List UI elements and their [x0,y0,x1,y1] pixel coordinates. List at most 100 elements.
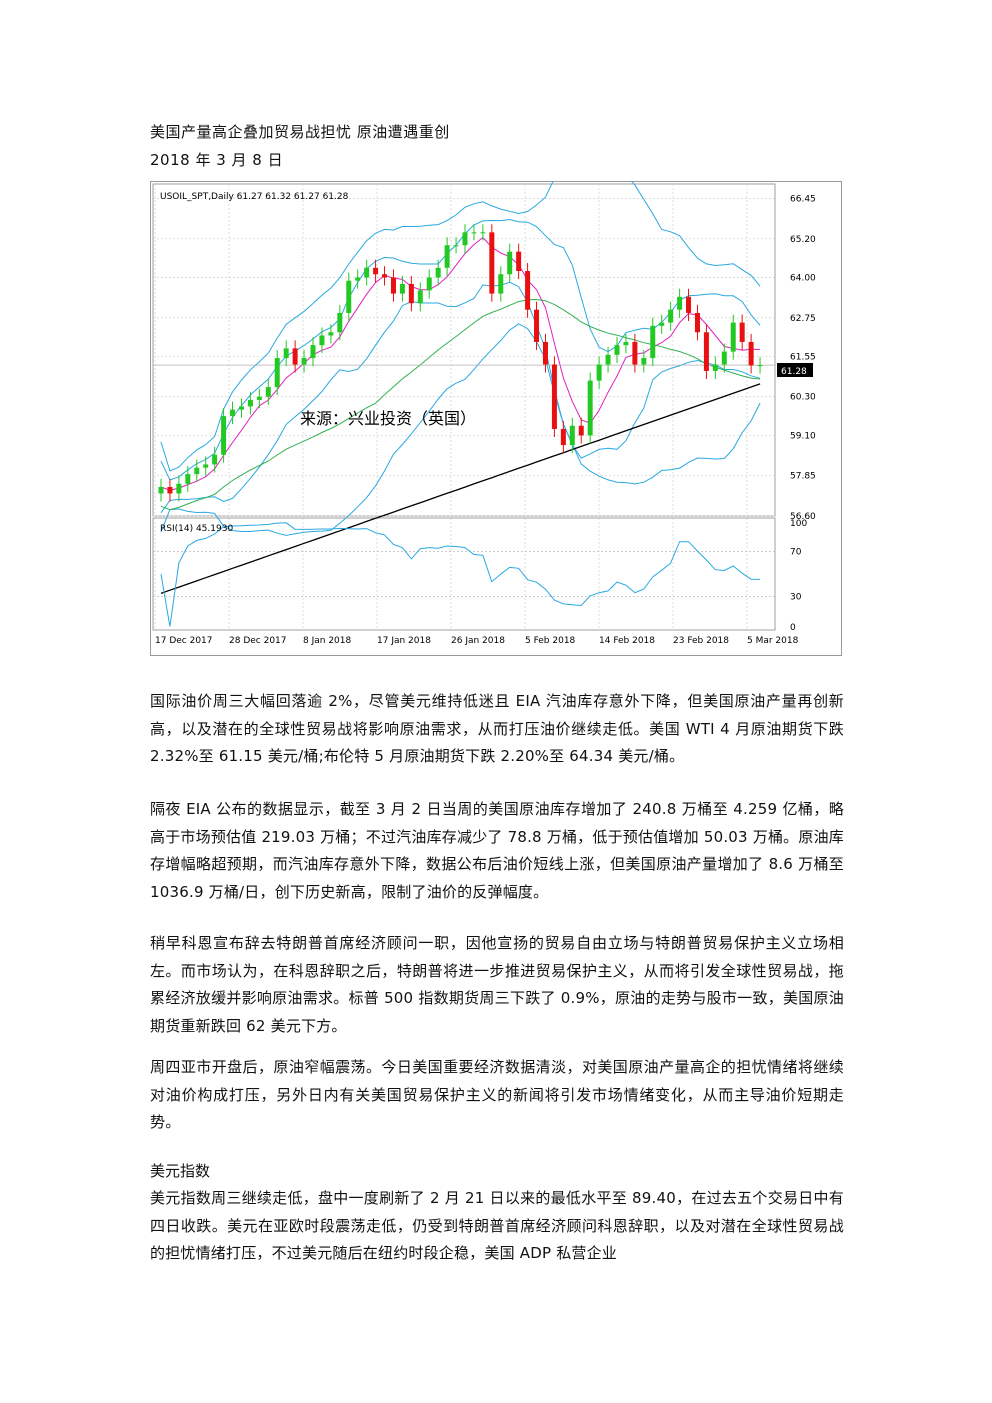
candle-body [641,358,647,365]
price-tick-label: 61.55 [790,352,816,362]
watermark: 来源：兴业投资（英国） [300,409,476,428]
candle-body [301,358,307,365]
section-paragraph: 美元指数周三继续走低，盘中一度刷新了 2 月 21 日以来的最低水平至 89.4… [150,1189,844,1262]
date-tick-label: 17 Dec 2017 [155,636,213,646]
paragraph-3: 稍早科恩宣布辞去特朗普首席经济顾问一职，因他宣扬的贸易自由立场与特朗普贸易保护主… [150,934,844,1035]
candle-body [238,406,244,410]
candle-body [230,409,236,417]
paragraph-2: 隔夜 EIA 公布的数据显示，截至 3 月 2 日当周的美国原油库存增加了 24… [150,800,844,901]
candle-body [534,309,540,342]
candle-body [560,428,566,446]
rsi-tick-label: 0 [790,623,796,633]
candle-body [408,283,414,304]
price-tick-label: 66.45 [790,195,816,205]
candle-body [578,425,584,436]
candle-body [757,365,763,367]
article-date: 2018 年 3 月 8 日 [150,151,284,169]
candle-body [587,380,593,436]
date-tick-label: 28 Dec 2017 [229,636,287,646]
candle-body [551,364,557,429]
candle-body [542,341,548,365]
rsi-tick-label: 70 [790,548,802,558]
candle-body [712,364,718,371]
candle-body [364,267,370,278]
date-tick-label: 23 Feb 2018 [673,636,729,646]
candle-body [525,271,531,310]
candle-body [256,396,262,400]
candle-body [355,277,361,281]
rsi-path [160,522,761,627]
candle-body [632,341,638,365]
candle-body [185,474,191,484]
rsi-axis: 100 70 30 0 [790,519,807,633]
candlesticks [158,224,763,502]
candle-body [203,464,209,468]
price-tick-label: 65.20 [790,235,816,245]
lower-band-outer [160,323,761,536]
rsi-tick-label: 100 [790,519,807,529]
candle-body [328,332,334,336]
candle-body [677,296,683,310]
candle-body [471,232,477,234]
candle-body [721,351,727,365]
candle-body [623,341,629,346]
candle-body [221,416,227,455]
symbol-label: USOIL_SPT,Daily 61.27 61.32 61.27 61.28 [160,192,349,202]
chart-grid [153,184,775,630]
rsi-tick-label: 30 [790,592,802,602]
candle-body [292,348,298,365]
candle-body [748,341,754,366]
date-tick-label: 8 Jan 2018 [303,636,351,646]
candle-body [274,358,280,388]
candle-body [382,274,388,278]
candle-body [444,245,450,268]
date-tick-label: 5 Feb 2018 [525,636,576,646]
upper-band-outer [160,181,761,472]
ma-long [160,383,761,595]
candle-body [498,274,504,294]
candle-body [686,296,692,313]
candle-body [605,354,611,365]
candle-body [453,245,459,247]
candle-body [668,309,674,323]
candle-body [659,322,665,326]
candle-body [569,425,575,446]
date-tick-label: 5 Mar 2018 [747,636,799,646]
rsi-pane [152,517,776,631]
price-tick-label: 56.60 [790,512,816,522]
candle-body [346,280,352,313]
candle-body [435,267,441,278]
date-tick-label: 14 Feb 2018 [599,636,655,646]
candle-body [337,312,343,333]
candle-body [480,232,486,234]
rsi-label: RSI(14) 45.1930 [160,524,233,534]
candle-body [489,232,495,294]
candle-body [462,232,468,246]
price-tick-label: 60.30 [790,393,816,403]
candle-body [730,322,736,352]
candle-body [212,454,218,465]
paragraph-4: 周四亚市开盘后，原油窄幅震荡。今日美国重要经济数据清淡，对美国原油产量高企的担忧… [150,1058,844,1131]
price-tick-label: 64.00 [790,273,816,283]
date-tick-label: 17 Jan 2018 [377,636,431,646]
candle-body [399,283,405,294]
candle-body [194,467,200,475]
candle-body [310,345,316,359]
candle-body [694,312,700,333]
candle-body [596,364,602,381]
price-tick-label: 62.75 [790,314,816,324]
candle-body [507,251,513,275]
candle-body [319,335,325,346]
candle-body [739,322,745,342]
price-tick-label: 57.85 [790,472,816,482]
candle-body [176,483,182,494]
candle-body [167,486,173,494]
price-tick-label: 59.10 [790,431,816,441]
ma-short [160,236,761,491]
candle-body [426,277,432,291]
paragraph-1: 国际油价周三大幅回落逾 2%，尽管美元维持低迷且 EIA 汽油库存意外下降，但美… [150,692,844,765]
candle-body [265,387,271,397]
rsi-line [160,522,761,627]
candle-body [417,290,423,304]
section-heading: 美元指数 [150,1162,211,1180]
